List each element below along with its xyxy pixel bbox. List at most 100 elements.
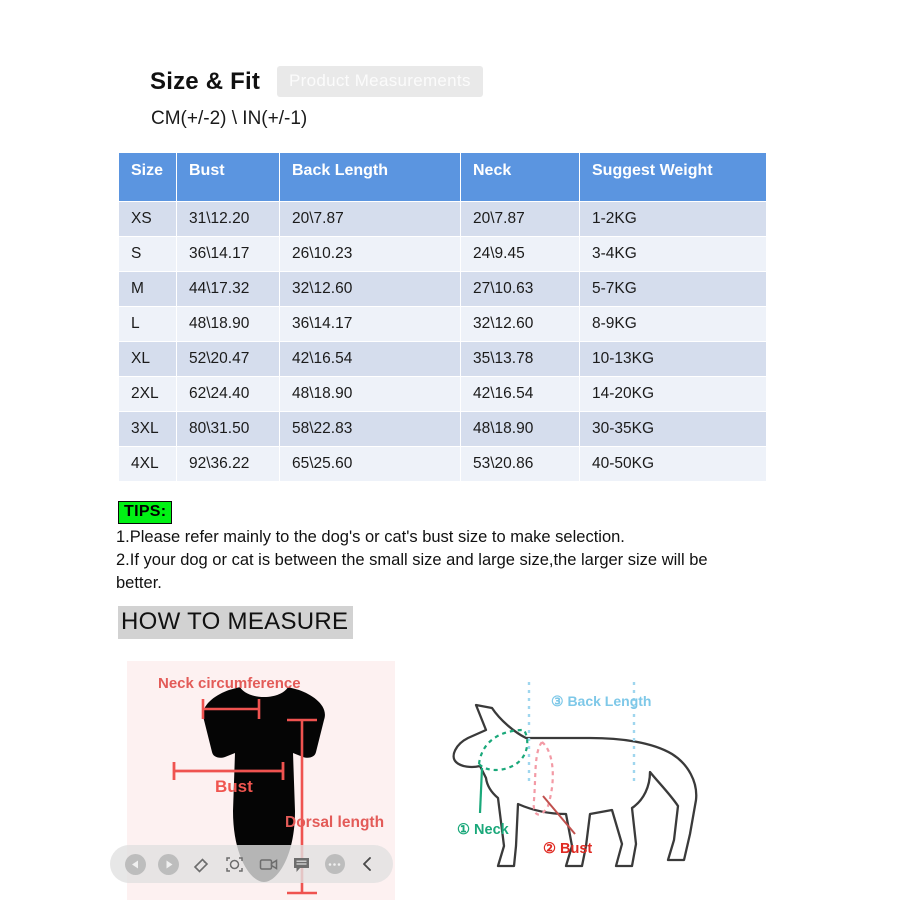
table-row: 2XL 62\24.40 48\18.90 42\16.54 14-20KG — [119, 377, 766, 411]
more-button[interactable] — [323, 852, 347, 876]
cell-bust: 36\14.17 — [177, 237, 279, 271]
dog-bust-leader — [542, 795, 576, 835]
cell-bust: 31\12.20 — [177, 202, 279, 236]
table-row: S 36\14.17 26\10.23 24\9.45 3-4KG — [119, 237, 766, 271]
comment-button[interactable] — [289, 852, 313, 876]
cell-bust: 92\36.22 — [177, 447, 279, 481]
collapse-button[interactable] — [356, 852, 380, 876]
cell-neck: 20\7.87 — [461, 202, 579, 236]
neck-circumference-label: Neck circumference — [158, 675, 301, 692]
dog-neck-loop — [477, 728, 529, 772]
table-row: XS 31\12.20 20\7.87 20\7.87 1-2KG — [119, 202, 766, 236]
cell-weight: 3-4KG — [580, 237, 766, 271]
table-row: 3XL 80\31.50 58\22.83 48\18.90 30-35KG — [119, 412, 766, 446]
column-header-suggest-weight: Suggest Weight — [580, 153, 766, 201]
cell-bust: 62\24.40 — [177, 377, 279, 411]
how-to-measure-heading: HOW TO MEASURE — [118, 606, 354, 639]
cell-back: 20\7.87 — [280, 202, 460, 236]
previous-icon — [124, 853, 146, 875]
cell-back: 48\18.90 — [280, 377, 460, 411]
scan-icon — [224, 854, 245, 875]
cell-back: 36\14.17 — [280, 307, 460, 341]
tips-line-2: 2.If your dog or cat is between the smal… — [116, 551, 708, 592]
media-toolbar[interactable] — [110, 845, 393, 883]
cell-neck: 32\12.60 — [461, 307, 579, 341]
dog-bust-label: ② Bust — [543, 841, 592, 857]
table-row: L 48\18.90 36\14.17 32\12.60 8-9KG — [119, 307, 766, 341]
cell-neck: 35\13.78 — [461, 342, 579, 376]
comment-icon — [291, 854, 312, 875]
tag-button[interactable] — [190, 852, 214, 876]
cell-size: XS — [119, 202, 176, 236]
collapse-icon — [361, 856, 375, 872]
play-button[interactable] — [156, 852, 180, 876]
cell-neck: 53\20.86 — [461, 447, 579, 481]
video-button[interactable] — [256, 852, 280, 876]
cell-neck: 24\9.45 — [461, 237, 579, 271]
table-row: M 44\17.32 32\12.60 27\10.63 5-7KG — [119, 272, 766, 306]
cell-size: S — [119, 237, 176, 271]
video-icon — [258, 854, 279, 875]
cell-size: 2XL — [119, 377, 176, 411]
dorsal-length-label: Dorsal length — [285, 814, 384, 831]
size-chart-table: Size Bust Back Length Neck Suggest Weigh… — [118, 152, 767, 482]
cell-weight: 10-13KG — [580, 342, 766, 376]
product-measurements-badge: Product Measurements — [277, 66, 483, 97]
cell-weight: 8-9KG — [580, 307, 766, 341]
cell-back: 26\10.23 — [280, 237, 460, 271]
cell-bust: 52\20.47 — [177, 342, 279, 376]
cell-neck: 42\16.54 — [461, 377, 579, 411]
cell-size: 3XL — [119, 412, 176, 446]
cell-size: L — [119, 307, 176, 341]
table-row: XL 52\20.47 42\16.54 35\13.78 10-13KG — [119, 342, 766, 376]
cell-neck: 27\10.63 — [461, 272, 579, 306]
cell-bust: 48\18.90 — [177, 307, 279, 341]
cell-size: M — [119, 272, 176, 306]
cell-weight: 1-2KG — [580, 202, 766, 236]
neck-measure-line — [201, 699, 261, 719]
garment-silhouette — [203, 683, 325, 882]
dog-bust-loop — [532, 740, 554, 816]
back-length-label: ③ Back Length — [551, 693, 651, 709]
cell-weight: 14-20KG — [580, 377, 766, 411]
back-length-guides — [527, 682, 636, 786]
cell-back: 32\12.60 — [280, 272, 460, 306]
dog-silhouette — [452, 703, 698, 868]
column-header-back-length: Back Length — [280, 153, 460, 201]
column-header-neck: Neck — [461, 153, 579, 201]
table-row: 4XL 92\36.22 65\25.60 53\20.86 40-50KG — [119, 447, 766, 481]
cell-back: 65\25.60 — [280, 447, 460, 481]
dog-neck-leader — [478, 767, 484, 814]
play-icon — [157, 853, 179, 875]
tips-badge: TIPS: — [118, 501, 173, 524]
cell-back: 58\22.83 — [280, 412, 460, 446]
bust-label: Bust — [215, 777, 253, 796]
page-title: Size & Fit — [150, 67, 261, 95]
cell-back: 42\16.54 — [280, 342, 460, 376]
cell-neck: 48\18.90 — [461, 412, 579, 446]
dog-neck-label: ① Neck — [457, 822, 510, 838]
table-header-row: Size Bust Back Length Neck Suggest Weigh… — [119, 153, 766, 201]
garment-neck-opening — [239, 682, 289, 697]
cell-size: XL — [119, 342, 176, 376]
tips-text: 1.Please refer mainly to the dog's or ca… — [116, 526, 756, 595]
page-header: Size & Fit Product Measurements — [150, 66, 483, 97]
cell-size: 4XL — [119, 447, 176, 481]
column-header-size: Size — [119, 153, 176, 201]
cell-bust: 44\17.32 — [177, 272, 279, 306]
cell-weight: 5-7KG — [580, 272, 766, 306]
tips-line-1: 1.Please refer mainly to the dog's or ca… — [116, 528, 625, 546]
bust-measure-line — [172, 762, 285, 780]
garment-diagram-svg: Neck circumference Bust Dorsal length — [158, 675, 384, 895]
previous-button[interactable] — [123, 852, 147, 876]
cell-bust: 80\31.50 — [177, 412, 279, 446]
dog-diagram-svg: ③ Back Length ① Neck ② Bust — [452, 682, 698, 868]
dog-measurement-diagram: ③ Back Length ① Neck ② Bust — [430, 668, 740, 883]
scan-button[interactable] — [223, 852, 247, 876]
units-note: CM(+/-2) \ IN(+/-1) — [151, 108, 308, 129]
cell-weight: 30-35KG — [580, 412, 766, 446]
tag-icon — [192, 854, 212, 874]
cell-weight: 40-50KG — [580, 447, 766, 481]
more-icon — [324, 854, 345, 874]
